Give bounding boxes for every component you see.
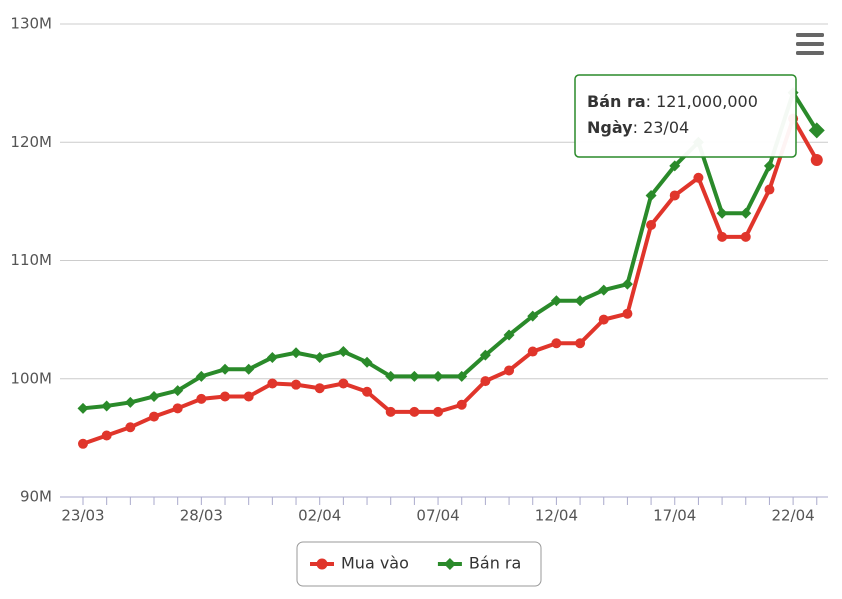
- point: [622, 308, 633, 319]
- menu-button[interactable]: [796, 33, 824, 55]
- menu-bar[interactable]: [796, 33, 824, 37]
- point: [503, 329, 515, 341]
- point: [480, 376, 491, 387]
- x-tick-label: 22/04: [771, 507, 814, 525]
- point: [646, 220, 657, 231]
- point: [337, 346, 349, 358]
- tooltip-line: Bán ra: 121,000,000: [587, 92, 758, 111]
- point: [598, 284, 610, 296]
- x-tick-label: 12/04: [535, 507, 578, 525]
- point: [124, 396, 136, 408]
- point: [504, 365, 515, 376]
- point: [432, 370, 444, 382]
- point: [551, 338, 562, 349]
- x-tick-label: 07/04: [416, 507, 459, 525]
- tooltip-series: Bán ra: [587, 92, 646, 111]
- point: [409, 406, 420, 417]
- point: [172, 385, 184, 397]
- point: [669, 190, 680, 201]
- point: [196, 393, 207, 404]
- y-tick-label: 120M: [10, 133, 52, 151]
- legend-marker: [316, 558, 328, 570]
- y-tick-label: 110M: [10, 251, 52, 269]
- point: [808, 122, 825, 139]
- point: [740, 231, 751, 242]
- point: [125, 422, 136, 433]
- point: [314, 383, 325, 394]
- tooltip-line: Ngày: 23/04: [587, 118, 689, 137]
- tooltip-sep: :: [646, 92, 656, 111]
- point: [693, 172, 704, 183]
- point: [314, 351, 326, 363]
- tooltip-date-label: Ngày: [587, 118, 633, 137]
- point: [763, 160, 775, 172]
- tooltip: Bán ra: 121,000,000 Ngày: 23/04: [574, 74, 797, 158]
- point: [598, 314, 609, 325]
- point: [266, 351, 278, 363]
- point: [291, 379, 302, 390]
- x-tick-label: 28/03: [180, 507, 223, 525]
- y-tick-label: 90M: [20, 488, 52, 506]
- series: [78, 113, 823, 449]
- point: [810, 153, 823, 166]
- point: [195, 370, 207, 382]
- x-tick-label: 17/04: [653, 507, 696, 525]
- tooltip-box: [574, 74, 797, 158]
- menu-bar[interactable]: [796, 51, 824, 55]
- menu-bar[interactable]: [796, 42, 824, 46]
- point: [456, 370, 468, 382]
- point: [527, 346, 538, 357]
- point: [717, 231, 728, 242]
- point: [645, 189, 657, 201]
- point: [669, 160, 681, 172]
- legend-item[interactable]: Bán ra: [437, 554, 521, 573]
- point: [408, 370, 420, 382]
- legend-item[interactable]: Mua vào: [310, 554, 409, 573]
- point: [290, 347, 302, 359]
- tooltip-sep: :: [633, 118, 643, 137]
- point: [550, 295, 562, 307]
- point: [575, 338, 586, 349]
- point: [740, 207, 752, 219]
- point: [385, 406, 396, 417]
- point: [433, 406, 444, 417]
- legend: Mua vào Bán ra: [296, 541, 542, 587]
- point: [219, 363, 231, 375]
- point: [574, 295, 586, 307]
- point: [338, 378, 349, 389]
- y-tick-label: 130M: [10, 15, 52, 33]
- point: [243, 363, 255, 375]
- point: [149, 411, 160, 422]
- point: [148, 390, 160, 402]
- point: [621, 278, 633, 290]
- point: [456, 399, 467, 410]
- x-tick-label: 02/04: [298, 507, 341, 525]
- point: [361, 356, 373, 368]
- point: [243, 391, 254, 402]
- point: [716, 207, 728, 219]
- point: [220, 391, 231, 402]
- y-tick-label: 100M: [10, 369, 52, 387]
- series: [77, 87, 825, 414]
- point: [479, 349, 491, 361]
- point: [101, 430, 112, 441]
- point: [172, 403, 183, 414]
- legend-label: Mua vào: [341, 554, 409, 573]
- point: [764, 184, 775, 195]
- point: [77, 402, 89, 414]
- legend-marker: [443, 558, 456, 570]
- legend-box: [296, 541, 542, 587]
- point: [78, 438, 88, 449]
- point: [362, 386, 373, 397]
- point: [101, 400, 113, 412]
- point: [527, 310, 539, 322]
- x-tick-label: 23/03: [61, 507, 104, 525]
- tooltip-value: 121,000,000: [656, 92, 758, 111]
- point: [267, 378, 278, 389]
- legend-label: Bán ra: [469, 554, 521, 573]
- tooltip-date: 23/04: [643, 118, 689, 137]
- point: [385, 370, 397, 382]
